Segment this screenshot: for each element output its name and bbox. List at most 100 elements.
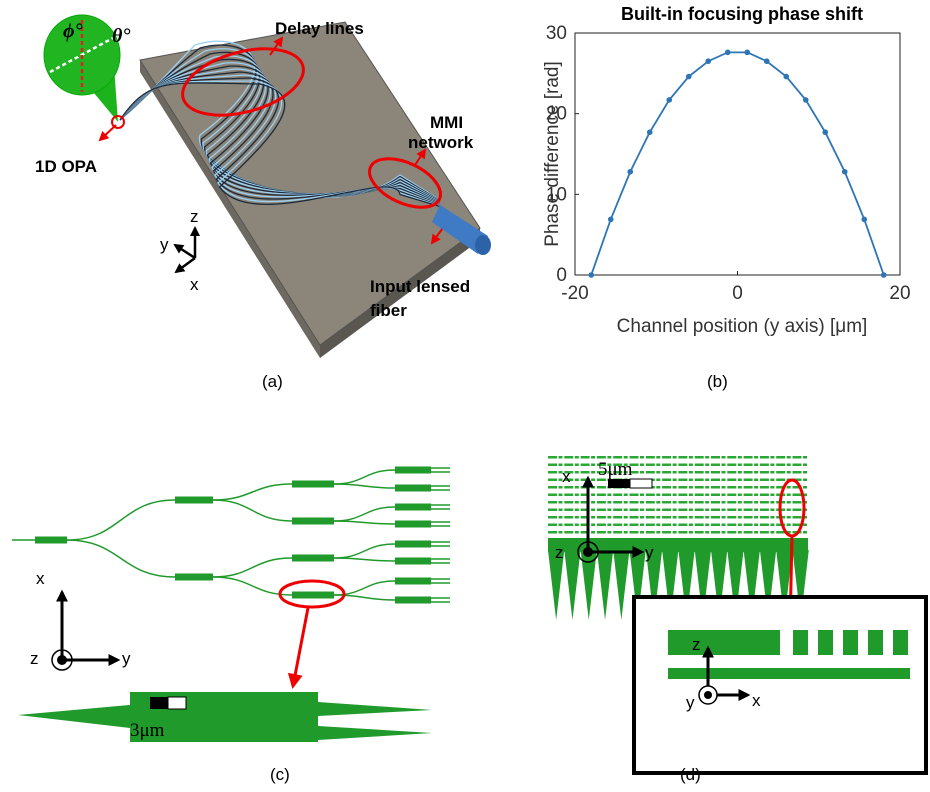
grating-line (738, 486, 742, 489)
mmi (292, 592, 334, 599)
mmi (292, 518, 334, 525)
grating-line (656, 486, 660, 489)
grating-line (597, 516, 606, 519)
grating-line (722, 456, 726, 459)
grating-line (705, 509, 709, 512)
grating-line (640, 524, 644, 527)
grating-line (656, 501, 660, 504)
grating-line (695, 471, 704, 474)
label: 1D OPA (35, 157, 97, 176)
grating-line (787, 494, 791, 497)
grating-line (597, 486, 606, 489)
grating-line (744, 516, 753, 519)
grating-line (770, 509, 774, 512)
chart-title: Built-in focusing phase shift (621, 4, 863, 24)
grating-line (630, 516, 639, 519)
grating-line (607, 501, 611, 504)
grating-line (575, 531, 579, 534)
grating-line (803, 471, 807, 474)
grating-line (678, 494, 687, 497)
grating-line (678, 524, 687, 527)
grating-line (689, 531, 693, 534)
waveguide (213, 558, 292, 577)
grating-line (760, 479, 769, 482)
substrate (668, 668, 910, 679)
grating-line (744, 479, 753, 482)
grating-line (559, 486, 563, 489)
tooth (793, 630, 808, 655)
axis-label: z (692, 635, 701, 654)
grating-line (722, 501, 726, 504)
figure: z y x Delay lines MMI network 1D OPA Inp… (0, 0, 930, 792)
taper (597, 550, 613, 620)
grating-line (656, 516, 660, 519)
grating-line (548, 501, 557, 504)
grating-line (607, 509, 611, 512)
grating-line (575, 486, 579, 489)
grating-line (581, 464, 590, 467)
grating-line (738, 494, 742, 497)
grating-line (705, 471, 709, 474)
grating-line (793, 516, 802, 519)
data-point (822, 129, 828, 135)
grating-line (673, 479, 677, 482)
grating-line (607, 516, 611, 519)
x-tick-label: -20 (561, 283, 588, 304)
grating-line (744, 471, 753, 474)
grating-line (738, 479, 742, 482)
grating-line (656, 524, 660, 527)
grating-line (624, 494, 628, 497)
grating-line (695, 464, 704, 467)
grating-line (787, 501, 791, 504)
grating-line (640, 464, 644, 467)
grating-line (689, 509, 693, 512)
grating-line (640, 501, 644, 504)
grating-line (591, 464, 595, 467)
grating-line (678, 464, 687, 467)
grating-line (744, 464, 753, 467)
grating-line (793, 509, 802, 512)
grating-line (689, 479, 693, 482)
grating-line (705, 524, 709, 527)
grating-line (738, 509, 742, 512)
grating-line (559, 509, 563, 512)
grating-line (705, 456, 709, 459)
grating-line (695, 509, 704, 512)
grating-line (705, 501, 709, 504)
grating-line (722, 524, 726, 527)
grating-line (787, 456, 791, 459)
grating-line (624, 509, 628, 512)
label: Input lensed (370, 277, 470, 296)
grating-line (559, 456, 563, 459)
mmi (395, 597, 431, 604)
waveguide (334, 521, 395, 524)
grating-line (581, 471, 590, 474)
grating-line (640, 494, 644, 497)
axis-label: y (686, 693, 695, 712)
grating-line (744, 509, 753, 512)
caption: (a) (262, 372, 283, 391)
grating-line (711, 471, 720, 474)
taper (318, 726, 432, 740)
grating-line (640, 509, 644, 512)
scale-bar (630, 479, 652, 488)
caption: (b) (707, 372, 728, 391)
grating-line (559, 531, 563, 534)
arrow (293, 608, 308, 686)
grating-line (559, 516, 563, 519)
grating-line (559, 464, 563, 467)
grating-line (673, 501, 677, 504)
grating-line (646, 524, 655, 527)
grating-line (803, 524, 807, 527)
grating-line (754, 456, 758, 459)
grating-line (575, 516, 579, 519)
phi-label: ϕ° (63, 20, 83, 42)
axis-label: z (30, 649, 39, 668)
grating-line (754, 531, 758, 534)
grating-line (695, 524, 704, 527)
grating-line (738, 516, 742, 519)
grating-line (640, 516, 644, 519)
grating-line (770, 471, 774, 474)
data-point (725, 50, 731, 56)
y-tick-label: 30 (546, 23, 567, 44)
